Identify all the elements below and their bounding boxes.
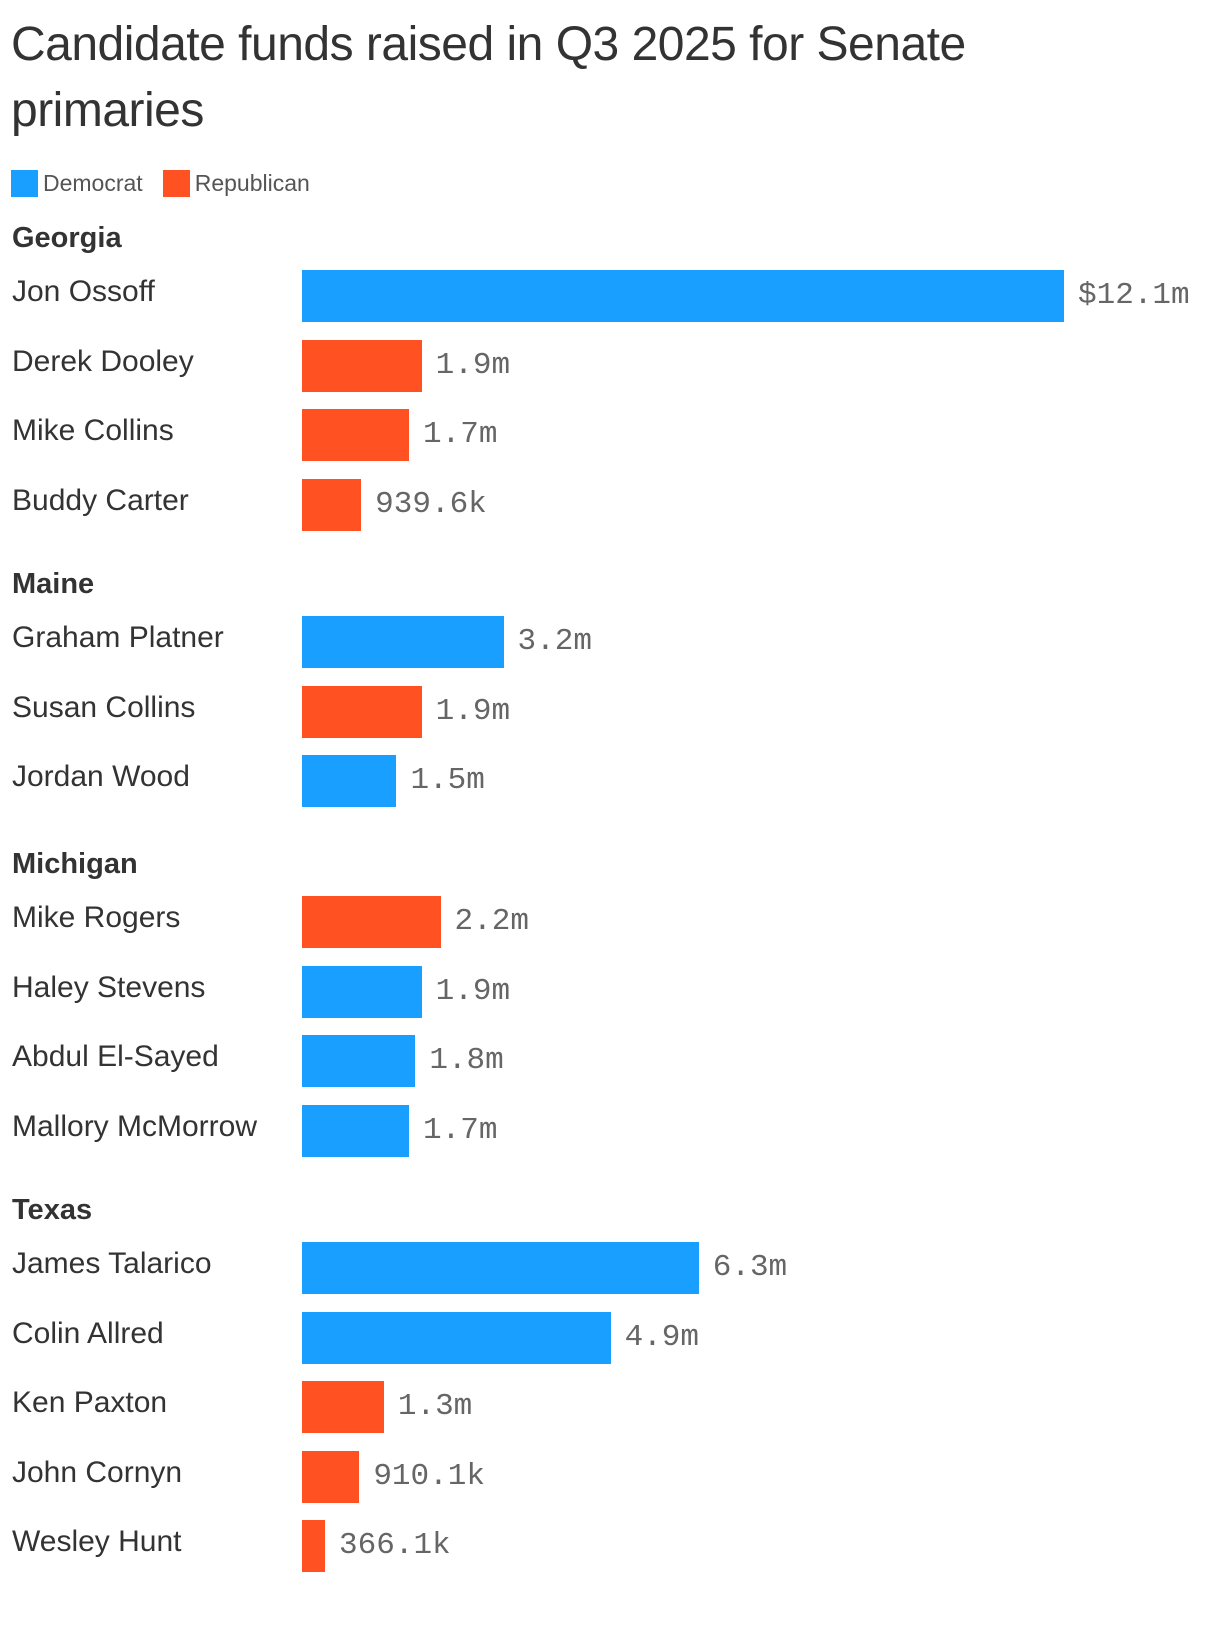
bar-republican (302, 685, 422, 738)
candidate-label: Jordan Wood (12, 760, 190, 793)
bar-democrat (302, 755, 397, 807)
bar-republican (302, 339, 422, 392)
democrat-swatch-icon (11, 170, 38, 197)
candidate-label: Colin Allred (12, 1316, 164, 1350)
value-label: 366.1k (339, 1528, 451, 1563)
candidate-label: John Cornyn (12, 1455, 183, 1489)
legend-item-republican: Republican (162, 170, 310, 197)
bar-democrat (302, 616, 504, 668)
group-header-texas: Texas (12, 1194, 93, 1226)
legend-item-democrat: Democrat (11, 170, 143, 197)
value-label: 1.9m (435, 347, 511, 383)
bar-democrat (302, 1035, 416, 1087)
candidate-label: Haley Stevens (12, 970, 206, 1004)
candidate-label: Jon Ossoff (12, 275, 155, 308)
candidate-label: Wesley Hunt (12, 1525, 182, 1558)
bar-democrat (302, 1311, 611, 1364)
chart-title: Candidate funds raised in Q3 2025 for Se… (11, 18, 966, 137)
candidate-label: Abdul El-Sayed (12, 1040, 219, 1073)
candidate-label: James Talarico (12, 1247, 212, 1280)
value-label: 910.1k (373, 1458, 485, 1494)
bar-republican (302, 478, 362, 531)
candidate-label: Ken Paxton (12, 1386, 168, 1419)
group-header-michigan: Michigan (12, 848, 138, 880)
candidate-label: Mallory McMorrow (12, 1109, 258, 1143)
candidate-label: Buddy Carter (12, 483, 189, 517)
candidate-label: Graham Platner (12, 621, 224, 654)
bar-republican (302, 409, 410, 461)
value-label: 2.2m (454, 904, 529, 939)
group-header-georgia: Georgia (12, 222, 122, 254)
bar-republican (302, 896, 441, 948)
value-label: 1.9m (435, 693, 511, 729)
value-label: 1.7m (423, 417, 498, 452)
bar-democrat (302, 1104, 410, 1157)
value-label: 4.9m (624, 1319, 699, 1355)
value-label: 1.3m (397, 1389, 473, 1424)
value-label: 1.5m (410, 763, 485, 798)
legend-label: Republican (194, 170, 310, 196)
bar-democrat (302, 965, 422, 1018)
bar-republican (302, 1381, 384, 1433)
group-header-maine: Maine (12, 568, 95, 600)
value-label: 1.8m (429, 1043, 504, 1078)
bar-democrat (302, 270, 1064, 322)
bar-democrat (302, 1242, 699, 1294)
value-label: 3.2m (517, 624, 592, 659)
candidate-label: Mike Collins (12, 414, 174, 447)
legend: Democrat Republican (11, 170, 330, 197)
value-label: 6.3m (712, 1250, 788, 1285)
candidate-label: Susan Collins (12, 690, 196, 724)
legend-label: Democrat (43, 170, 143, 196)
value-label: 1.9m (435, 973, 511, 1009)
value-label: 1.7m (423, 1112, 498, 1148)
value-label: $12.1m (1078, 278, 1190, 313)
bar-republican (302, 1450, 360, 1503)
bar-republican (302, 1520, 326, 1572)
candidate-label: Mike Rogers (12, 901, 181, 934)
value-label: 939.6k (375, 486, 487, 522)
candidate-label: Derek Dooley (12, 344, 194, 378)
republican-swatch-icon (162, 170, 190, 197)
